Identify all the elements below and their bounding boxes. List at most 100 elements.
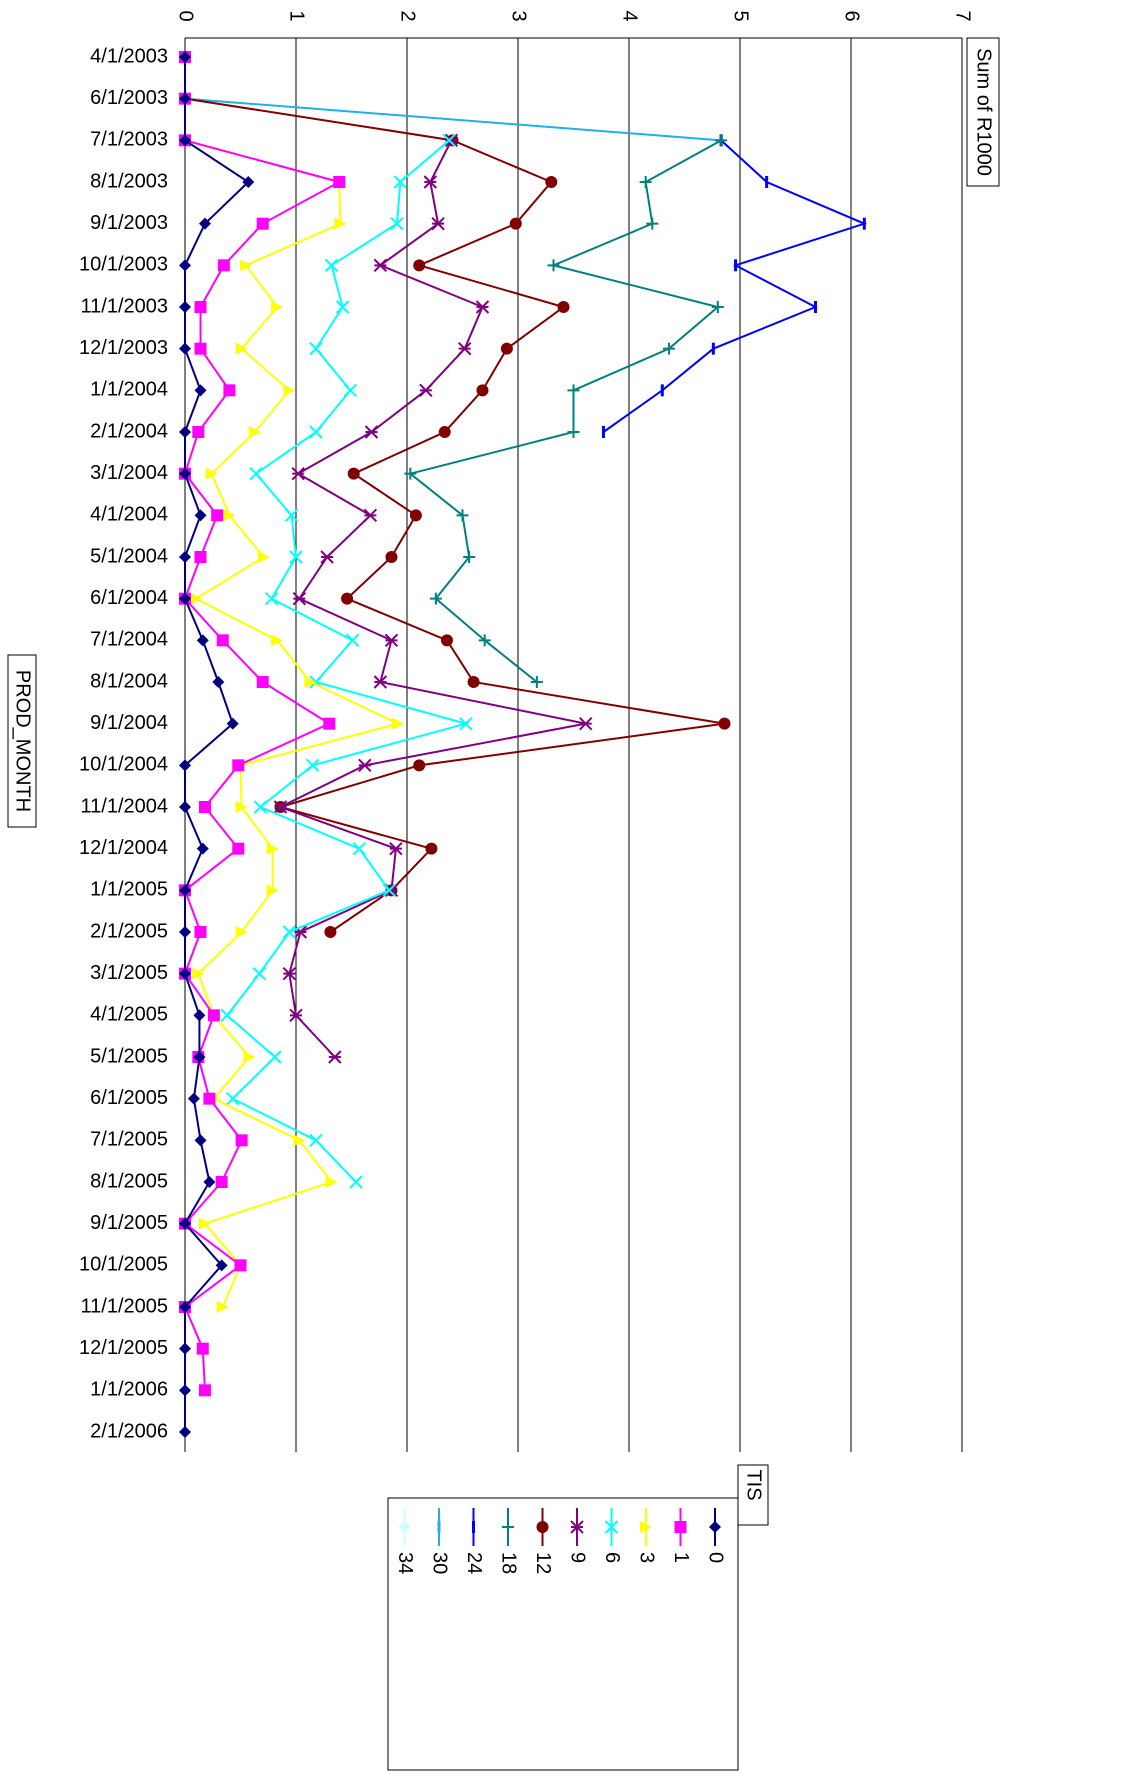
legend-label: 30 xyxy=(429,1552,451,1574)
y-tick-label: 0 xyxy=(175,10,197,21)
marker xyxy=(333,176,346,188)
legend-label: 9 xyxy=(567,1552,589,1563)
marker xyxy=(413,259,426,272)
marker xyxy=(249,466,263,481)
x-tick-label: 3/1/2005 xyxy=(90,962,168,984)
y-tick-label: 1 xyxy=(286,10,308,21)
marker xyxy=(194,926,207,938)
marker xyxy=(502,1521,514,1533)
marker xyxy=(567,384,580,397)
marker xyxy=(364,425,379,439)
marker xyxy=(463,551,476,563)
marker xyxy=(392,717,405,730)
marker xyxy=(384,633,399,648)
marker xyxy=(674,1521,687,1533)
marker xyxy=(235,926,248,938)
marker xyxy=(235,801,248,813)
legend-label: 3 xyxy=(636,1552,658,1563)
marker xyxy=(398,1521,411,1533)
marker xyxy=(440,634,453,647)
marker xyxy=(324,258,339,273)
marker xyxy=(570,1520,584,1534)
x-tick-label: 8/1/2003 xyxy=(90,170,168,192)
marker xyxy=(232,842,245,855)
marker xyxy=(718,717,731,730)
marker xyxy=(194,551,207,563)
marker xyxy=(179,1426,191,1438)
x-tick-label: 9/1/2005 xyxy=(90,1212,168,1234)
marker xyxy=(235,342,248,355)
marker xyxy=(467,676,480,688)
marker xyxy=(268,1050,282,1064)
marker xyxy=(203,1092,216,1105)
marker xyxy=(509,217,522,230)
series-line xyxy=(183,57,342,1391)
marker xyxy=(187,1092,200,1105)
marker xyxy=(242,176,255,188)
marker xyxy=(442,133,456,148)
x-tick-label: 9/1/2004 xyxy=(90,712,168,734)
marker xyxy=(235,1134,248,1147)
marker xyxy=(282,925,297,939)
marker xyxy=(179,51,191,63)
marker xyxy=(579,716,593,731)
marker xyxy=(328,1050,342,1064)
x-label: PROD_MONTH xyxy=(12,670,34,812)
legend-label: 0 xyxy=(705,1552,727,1563)
marker xyxy=(232,759,245,772)
marker xyxy=(194,342,207,355)
marker xyxy=(325,1176,338,1188)
marker xyxy=(385,551,398,563)
marker xyxy=(192,426,205,438)
x-tick-label: 10/1/2005 xyxy=(79,1254,168,1276)
x-tick-label: 8/1/2004 xyxy=(90,670,168,692)
series-line xyxy=(225,139,470,1183)
x-tick-label: 1/1/2006 xyxy=(90,1379,168,1401)
marker xyxy=(345,633,360,648)
marker xyxy=(198,217,211,230)
marker xyxy=(390,216,404,231)
marker xyxy=(662,342,675,355)
marker xyxy=(240,259,253,272)
x-tick-label: 12/1/2005 xyxy=(79,1337,168,1359)
marker xyxy=(194,301,207,313)
marker xyxy=(226,1091,240,1106)
marker xyxy=(198,801,211,813)
marker xyxy=(456,509,469,522)
marker xyxy=(223,509,236,522)
marker xyxy=(215,1259,228,1272)
marker xyxy=(179,426,191,438)
marker xyxy=(711,301,724,313)
marker xyxy=(194,1134,207,1147)
marker xyxy=(500,342,513,355)
marker xyxy=(282,966,297,981)
legend-label: 34 xyxy=(394,1552,416,1574)
marker xyxy=(458,341,472,356)
x-tick-label: 11/1/2005 xyxy=(81,1295,169,1317)
marker xyxy=(193,1051,206,1063)
marker xyxy=(530,676,543,688)
marker xyxy=(264,591,279,606)
marker xyxy=(194,384,207,397)
marker xyxy=(373,675,388,689)
marker xyxy=(212,676,225,688)
x-tick-label: 4/1/2003 xyxy=(90,45,168,67)
marker xyxy=(292,591,307,606)
marker xyxy=(289,1008,303,1023)
marker xyxy=(423,175,438,189)
marker xyxy=(273,800,288,814)
marker xyxy=(373,258,388,273)
marker xyxy=(223,384,236,397)
marker xyxy=(190,592,203,605)
x-tick-label: 2/1/2006 xyxy=(90,1420,168,1442)
marker xyxy=(179,134,191,147)
marker xyxy=(179,592,191,605)
marker xyxy=(304,676,317,688)
x-tick-label: 6/1/2005 xyxy=(90,1087,168,1109)
series-line xyxy=(408,139,722,683)
marker xyxy=(547,259,560,272)
marker xyxy=(196,634,209,647)
marker xyxy=(349,1175,363,1189)
marker xyxy=(271,634,284,647)
marker xyxy=(196,842,209,855)
